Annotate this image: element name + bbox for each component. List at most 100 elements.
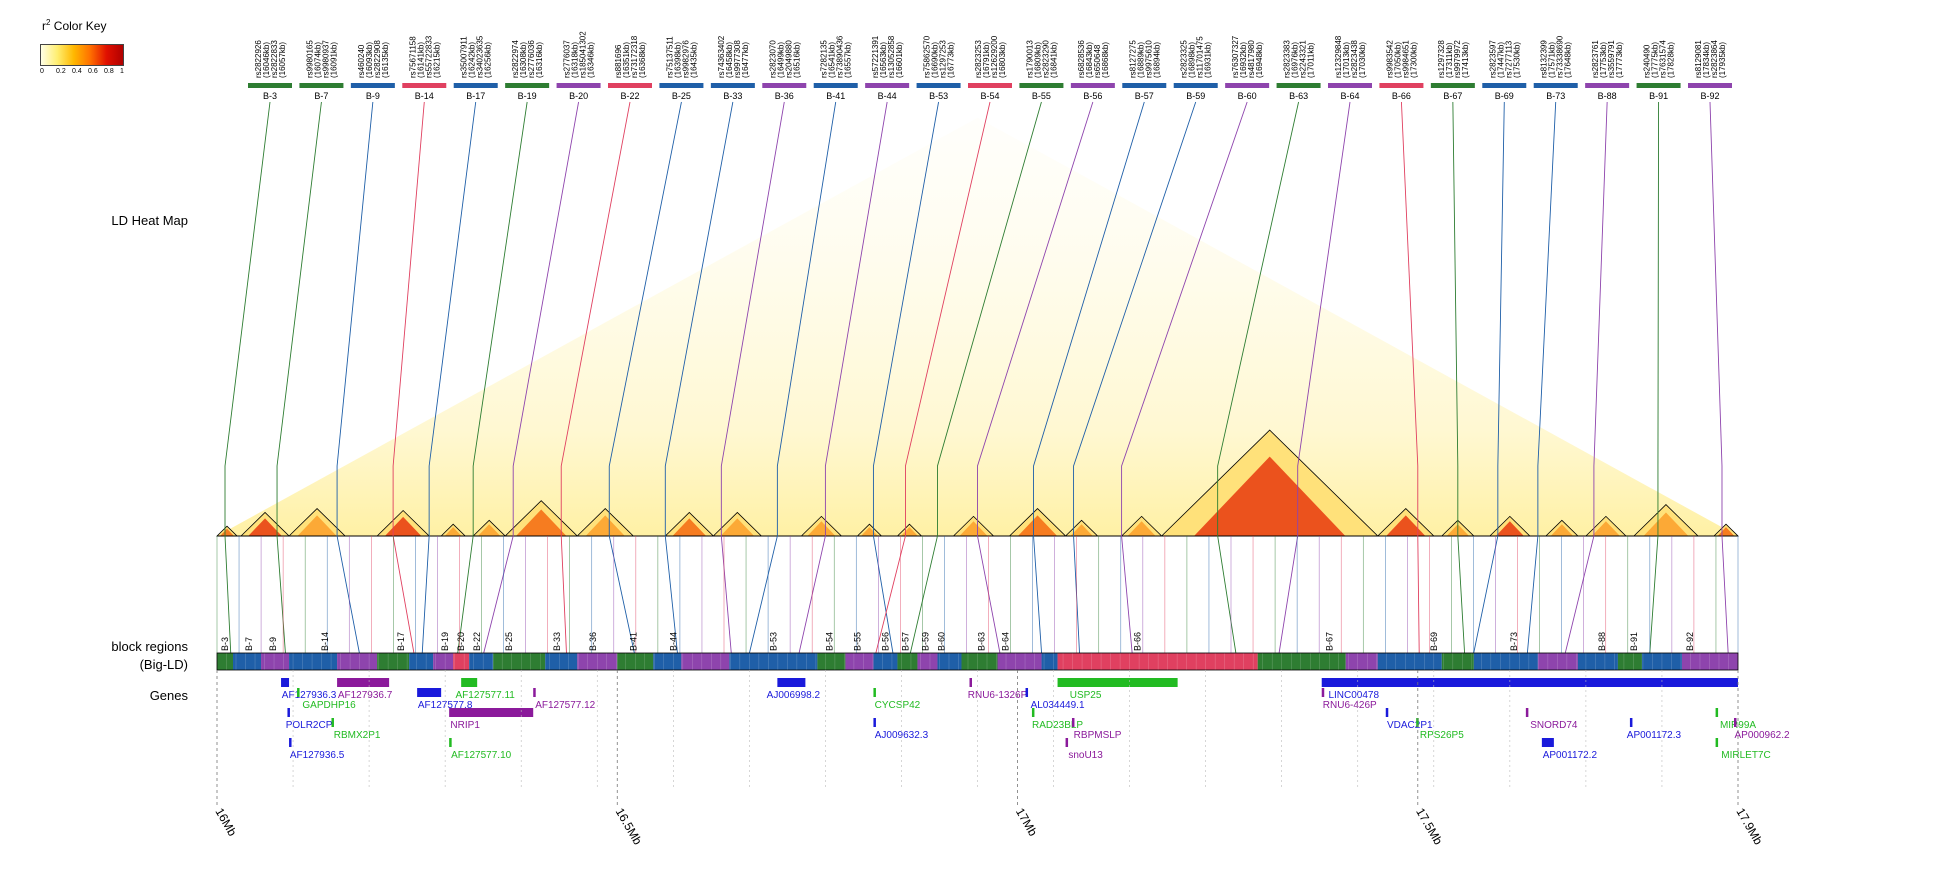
block-label: B-73: [1509, 632, 1519, 651]
gene-bar: [1026, 688, 1029, 697]
tag-snp-text: (16215kb): [432, 42, 441, 78]
block-label: B-17: [396, 632, 406, 651]
gene-bar: [449, 738, 452, 747]
gene-bar: [533, 688, 536, 697]
gene-bar: [289, 738, 292, 747]
block-label: B-44: [668, 632, 678, 651]
block-segment: [493, 653, 545, 670]
tag-snp-text: (16841kb): [1049, 42, 1058, 78]
tag-snp-label: rs2822926 (16046kb) rs2822833 (16057kb): [254, 40, 287, 78]
tag-snp-text: (17648kb): [1564, 42, 1573, 78]
block-segment: [545, 653, 577, 670]
tag-block-bar: [1534, 83, 1578, 88]
tag-snp-connector: [393, 102, 424, 653]
block-label: B-19: [440, 632, 450, 651]
tag-snp-text: (16435kb): [689, 42, 698, 78]
block-label: B-3: [220, 637, 230, 651]
gene-label: AL034449.1: [1031, 700, 1085, 711]
tag-block-label: B-92: [1700, 91, 1719, 101]
tag-block-bar: [608, 83, 652, 88]
tag-block-label: B-55: [1032, 91, 1051, 101]
tag-snp-text: (16516kb): [792, 42, 801, 78]
tag-snp-text: (16948kb): [1255, 42, 1264, 78]
tag-block-bar: [968, 83, 1012, 88]
tag-block-bar: [402, 83, 446, 88]
tag-block-label: B-57: [1135, 91, 1154, 101]
tag-block-label: B-20: [569, 91, 588, 101]
tag-snp-connector: [1710, 102, 1728, 653]
block-label-text: B-41: [628, 632, 638, 651]
gene-bar: [331, 718, 334, 727]
block-label: B-22: [472, 632, 482, 651]
block-segment: [998, 653, 1042, 670]
block-label: B-66: [1133, 632, 1143, 651]
tag-snp-label: rs8132399 (17571kb) rs73338690 (17648kb): [1540, 35, 1573, 78]
tag-snp-label: rs2823070 (16499kb) rs2049880 (16516kb): [768, 40, 801, 78]
tag-snp-label: rs76307327 (16932kb) rs4817980 (16948kb): [1231, 35, 1264, 78]
block-label-text: B-92: [1685, 632, 1695, 651]
tag-block-label: B-64: [1340, 91, 1359, 101]
block-segment: [233, 653, 261, 670]
tag-snp-text: (16868kb): [1101, 42, 1110, 78]
block-label-text: B-57: [900, 632, 910, 651]
gene-bar: [417, 688, 441, 697]
tag-snp-text: (17935kb): [1718, 42, 1727, 78]
gene-label: AF127936.7: [338, 690, 393, 701]
tag-snp-text: (16601kb): [895, 42, 904, 78]
tag-block-label: B-56: [1083, 91, 1102, 101]
gene-label: USP25: [1070, 690, 1102, 701]
gene-bar: [1526, 708, 1529, 717]
axis-tick-text: 16.5Mb: [613, 806, 645, 848]
tag-block-label: B-54: [980, 91, 999, 101]
block-label-text: B-73: [1509, 632, 1519, 651]
tag-block-label: B-69: [1495, 91, 1514, 101]
tag-snp-text: (16316kb): [535, 42, 544, 78]
tag-block-label: B-60: [1238, 91, 1257, 101]
block-label: B-36: [588, 632, 598, 651]
block-segment: [217, 653, 233, 670]
block-label: B-59: [920, 632, 930, 651]
tag-snp-text: (16368kb): [638, 42, 647, 78]
tag-snp-connector: [1565, 102, 1607, 653]
tag-block-bar: [1637, 83, 1681, 88]
block-label: B-88: [1597, 632, 1607, 651]
block-segment: [1442, 653, 1474, 670]
tag-snp-label: rs2823253 (16791kb) rs12629200 (16803kb): [974, 35, 1007, 78]
tag-snp-text: (17413kb): [1461, 42, 1470, 78]
block-label: B-25: [504, 632, 514, 651]
gene-bar: [281, 678, 289, 687]
gene-label: RBMX2P1: [334, 730, 381, 741]
tag-block-label: B-14: [415, 91, 434, 101]
tag-block-bar: [865, 83, 909, 88]
tag-block-bar: [557, 83, 601, 88]
block-label-text: B-44: [668, 632, 678, 651]
tag-snp-label: rs2822974 (16308kb) rs2776036 (16316kb): [511, 40, 544, 78]
tag-snp-label: rs9980165 (16074kb) rs9980937 (16091kb): [305, 40, 338, 78]
tag-block-label: B-9: [366, 91, 380, 101]
gene-label: AF127577.12: [535, 700, 595, 711]
block-label: B-56: [880, 632, 890, 651]
gene-label: RPS26P5: [1420, 730, 1464, 741]
block-label: B-69: [1429, 632, 1439, 651]
axis-tick-label: 17.5Mb: [1413, 806, 1445, 848]
axis-tick-text: 17.9Mb: [1733, 806, 1765, 848]
tag-snp-label: rs57221391 (16563kb) rs13052858 (16601kb): [871, 35, 904, 78]
tag-block-label: B-59: [1186, 91, 1205, 101]
block-segment: [1538, 653, 1578, 670]
block-label-text: B-53: [768, 632, 778, 651]
block-label-text: B-7: [244, 637, 254, 651]
tag-snp-label: rs1790013 (16809kb) rs2823290 (16841kb): [1025, 40, 1058, 78]
block-label-text: B-55: [852, 632, 862, 651]
tag-snp-label: rs460240 (16093kb) rs2822908 (16135kb): [357, 40, 390, 78]
tag-snp-connector: [1527, 102, 1555, 653]
block-label: B-14: [320, 632, 330, 651]
gene-label: CYCSP42: [875, 700, 921, 711]
block-label-text: B-66: [1133, 632, 1143, 651]
tag-snp-text: (16931kb): [1204, 42, 1213, 78]
block-label-text: B-56: [880, 632, 890, 651]
block-label-text: B-63: [977, 632, 987, 651]
gene-label: AF127936.5: [290, 750, 345, 761]
tag-block-label: B-41: [826, 91, 845, 101]
